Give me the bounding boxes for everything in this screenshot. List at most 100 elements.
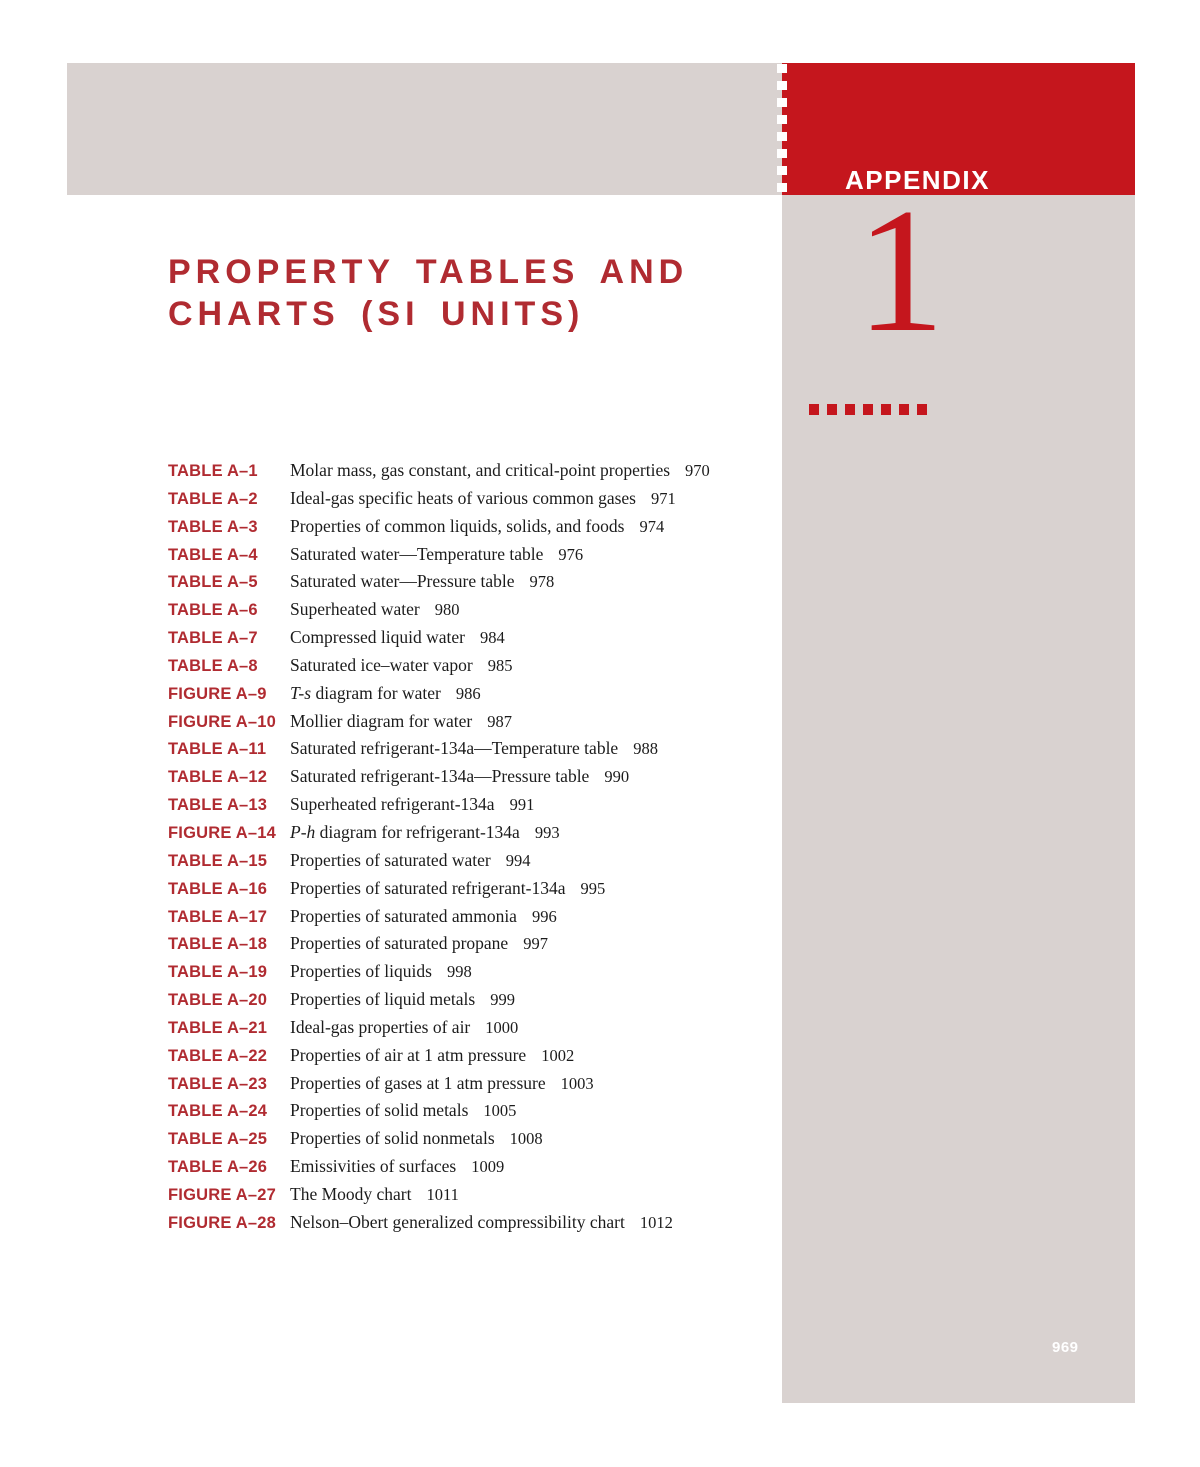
toc-row: FIGURE A–10 Mollier diagram for water 98… [168,711,788,739]
toc-row: TABLE A–24 Properties of solid metals 10… [168,1100,788,1128]
toc-row-page: 991 [509,795,535,815]
toc-row-desc: Superheated water [290,599,420,620]
toc-row-desc: Mollier diagram for water [290,711,472,732]
toc-row: TABLE A–20 Properties of liquid metals 9… [168,989,788,1017]
toc-desc-part: Mollier diagram for water [290,710,473,731]
toc-row-desc: Properties of saturated refrigerant-134a [290,878,566,899]
toc-desc-part: Properties of liquids [290,961,432,982]
toc-desc-part: Molar mass, gas constant, and critical-p… [290,460,671,480]
toc-row-label: TABLE A–12 [168,768,268,787]
toc-row-page: 998 [446,962,472,982]
toc-row: TABLE A–4 Saturated water—Temperature ta… [168,544,788,572]
toc-row-desc: Properties of common liquids, solids, an… [290,516,624,537]
toc-row-page: 978 [529,572,555,592]
toc-row-page: 999 [490,990,515,1010]
toc-row-label: TABLE A–24 [168,1102,268,1121]
toc-row: TABLE A–11 Saturated refrigerant-134a—Te… [168,738,788,766]
toc-row-desc: Saturated refrigerant-134a—Pressure tabl… [290,766,589,787]
page-number: 969 [1052,1339,1079,1356]
toc-row-page: 1005 [483,1101,517,1121]
toc-desc-part: Compressed liquid water [290,627,465,648]
toc-row-label: TABLE A–7 [168,629,258,648]
toc-row-page: 1008 [509,1129,543,1149]
toc-row-desc: Saturated water—Pressure table [290,571,515,592]
toc-row-desc: Properties of saturated water [290,850,491,871]
toc-row-label: TABLE A–3 [168,517,258,536]
toc-row-desc: Properties of liquids [290,961,432,982]
toc-row-page: 996 [531,906,557,926]
toc-row-label: FIGURE A–10 [168,712,276,731]
toc-row-label: TABLE A–20 [168,991,268,1010]
toc-row-label: TABLE A–16 [168,879,268,898]
toc-row: TABLE A–12 Saturated refrigerant-134a—Pr… [168,766,788,794]
toc-desc-italic-part: P-h [290,821,316,842]
toc-row-label: TABLE A–1 [168,462,258,480]
toc-row-page: 974 [639,516,665,536]
toc-row-page: 1000 [485,1017,519,1037]
toc-row-label: TABLE A–18 [168,935,268,954]
white-dashed-line [777,64,787,195]
header-gray-band [67,63,782,195]
toc-row-desc: Properties of air at 1 atm pressure [290,1045,526,1066]
toc-row-desc: Ideal-gas specific heats of various comm… [290,488,636,509]
toc-row-desc: Saturated water—Temperature table [290,544,543,565]
toc-row: TABLE A–18 Properties of saturated propa… [168,933,788,961]
toc-row-page: 1011 [426,1184,459,1204]
toc-row-page: 971 [651,488,676,508]
toc-row-desc: Molar mass, gas constant, and critical-p… [290,460,670,481]
toc-desc-part: The Moody chart [290,1183,412,1204]
toc-row-desc: P-h diagram for refrigerant-134a [290,822,520,843]
toc-row-desc: Superheated refrigerant-134a [290,794,495,815]
toc-desc-part: Properties of saturated propane [290,933,509,954]
toc-row-label: TABLE A–21 [168,1018,268,1037]
toc-desc-part: Properties of saturated ammonia [290,905,517,926]
toc-row-page: 980 [434,600,460,620]
toc-desc-part: Properties of liquid metals [290,989,476,1010]
toc-row-desc: Nelson–Obert generalized compressibility… [290,1212,625,1233]
toc-row-label: TABLE A–15 [168,851,268,870]
toc-row-label: TABLE A–25 [168,1130,268,1149]
toc-row-label: TABLE A–6 [168,601,258,620]
toc-row-desc: Properties of solid metals [290,1100,468,1121]
toc-row-page: 997 [523,934,548,954]
toc-row-label: TABLE A–13 [168,796,268,815]
toc-row-page: 1012 [639,1212,673,1232]
toc-row: FIGURE A–27 The Moody chart 1011 [168,1184,788,1212]
toc-row: FIGURE A–28 Nelson–Obert generalized com… [168,1212,788,1240]
toc-row: TABLE A–8 Saturated ice–water vapor 985 [168,655,788,683]
toc-row-page: 984 [479,628,505,648]
toc-row-desc: Ideal-gas properties of air [290,1017,470,1038]
toc-desc-part: Saturated ice–water vapor [290,654,473,675]
toc-row-label: TABLE A–5 [168,573,258,592]
toc-row-desc: Properties of liquid metals [290,989,475,1010]
toc-desc-part: Superheated refrigerant-134a [290,794,495,815]
toc-row: TABLE A–23 Properties of gases at 1 atm … [168,1073,788,1101]
page-title-line1: PROPERTY TABLES AND [168,253,689,291]
toc-row-desc: Properties of solid nonmetals [290,1128,495,1149]
toc-row-desc: Properties of saturated propane [290,933,508,954]
toc-row: TABLE A–22 Properties of air at 1 atm pr… [168,1045,788,1073]
toc-row: FIGURE A–14 P-h diagram for refrigerant-… [168,822,788,850]
toc-row-page: 986 [455,683,481,703]
toc-desc-part: Properties of saturated refrigerant-134a [290,877,566,898]
toc-row-desc: The Moody chart [290,1184,412,1205]
toc-desc-italic-part: T-s [290,682,312,703]
toc-row: TABLE A–1 Molar mass, gas constant, and … [168,460,788,488]
toc-row-page: 987 [487,711,512,731]
toc-row-page: 985 [487,655,513,675]
toc-row-label: TABLE A–2 [168,489,258,508]
toc-row: TABLE A–15 Properties of saturated water… [168,850,788,878]
toc-row-page: 994 [505,850,531,870]
page-title: PROPERTY TABLES AND CHARTS (SI UNITS) [168,251,688,335]
toc-row-label: FIGURE A–28 [168,1213,276,1232]
toc-desc-part: Properties of solid metals [290,1100,469,1121]
toc-row: TABLE A–16 Properties of saturated refri… [168,878,788,906]
toc-row-label: TABLE A–22 [168,1046,268,1065]
toc-row: TABLE A–5 Saturated water—Pressure table… [168,571,788,599]
toc-row-page: 990 [604,767,630,787]
toc-desc-part: Properties of air at 1 atm pressure [290,1044,527,1065]
toc-desc-part: Properties of saturated water [290,849,491,870]
toc-desc-part: Superheated water [290,599,420,620]
toc-row-desc: Saturated ice–water vapor [290,655,473,676]
toc-row: TABLE A–21 Ideal-gas properties of air 1… [168,1017,788,1045]
